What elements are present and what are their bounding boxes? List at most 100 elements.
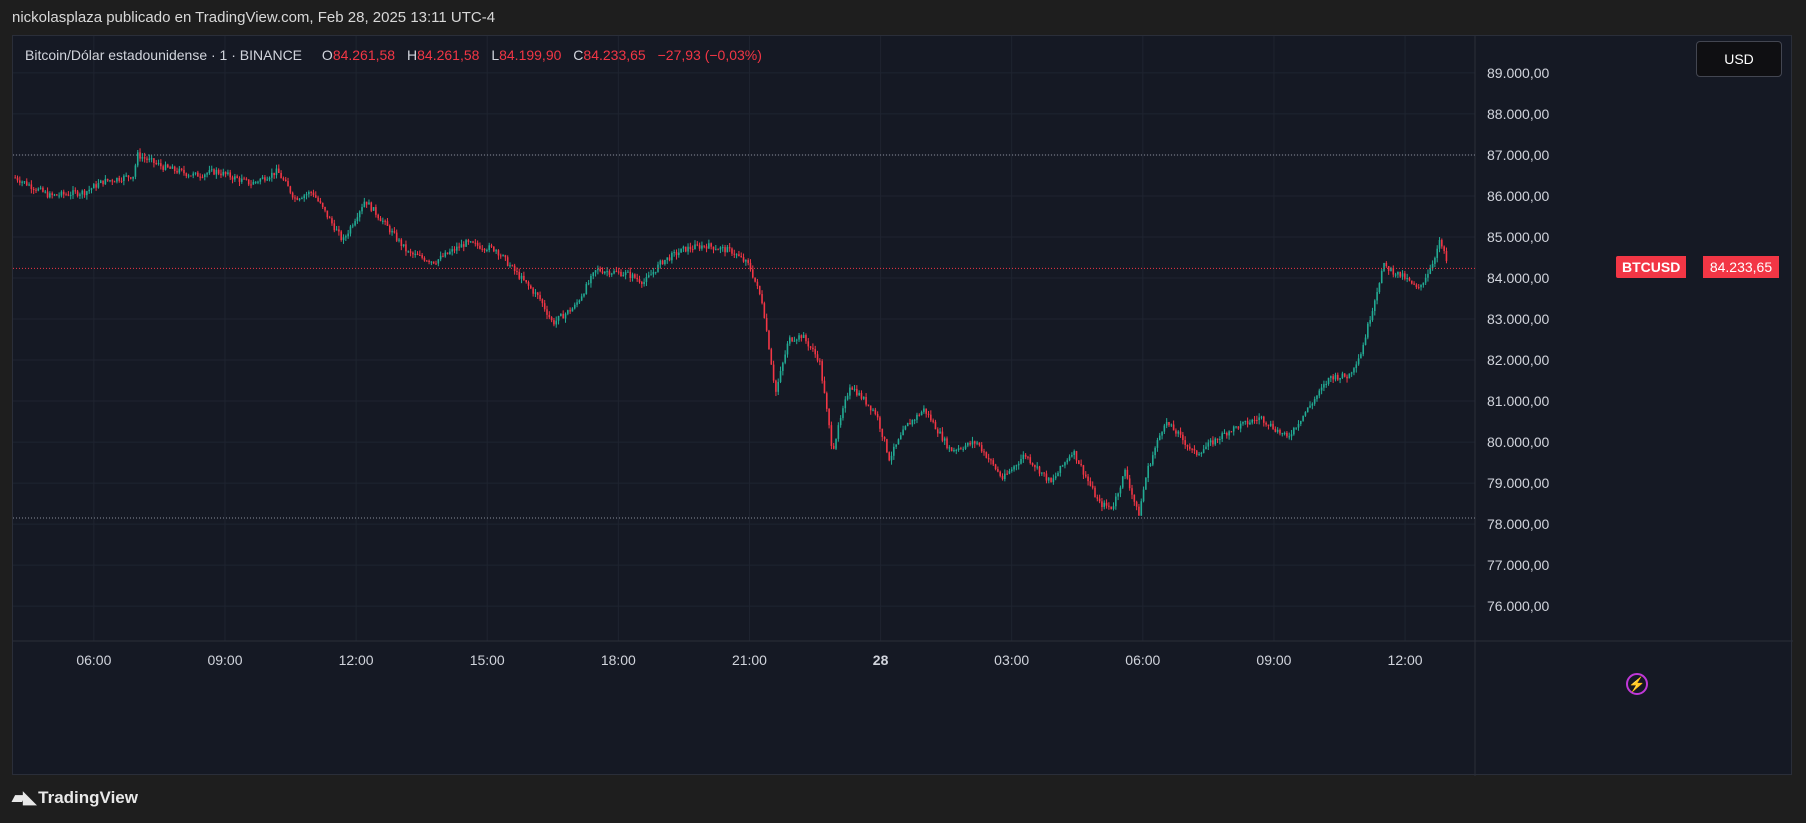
candle-body — [287, 181, 289, 187]
candle-body — [1369, 320, 1371, 324]
candle-body — [569, 310, 571, 312]
candle-body — [904, 426, 907, 430]
candle-body — [1043, 472, 1045, 474]
y-tick-label: 78.000,00 — [1487, 516, 1549, 532]
candle-body — [261, 177, 264, 179]
candle-body — [1073, 451, 1075, 456]
x-tick-label: 09:00 — [207, 652, 242, 668]
candle-body — [449, 251, 451, 254]
candle-body — [1126, 469, 1129, 479]
candle-body — [326, 210, 329, 218]
candle-body — [798, 335, 800, 340]
chart-panel[interactable]: 76.000,00 77.000,00 78.000,00 79.000,00 80.0… — [12, 35, 1793, 776]
candle-body — [67, 194, 70, 196]
lightning-icon[interactable]: ⚡ — [1626, 673, 1648, 695]
candle-body — [1367, 323, 1369, 338]
candle-body — [899, 435, 902, 440]
candle-body — [252, 181, 255, 185]
candle-body — [1223, 432, 1226, 434]
candle-body — [298, 198, 301, 200]
candle-body — [46, 191, 49, 198]
candle-body — [275, 168, 278, 176]
candle-body — [199, 176, 201, 178]
candle-body — [180, 168, 183, 170]
candle-body — [923, 408, 925, 412]
y-tick-label: 88.000,00 — [1487, 106, 1549, 122]
candle-body — [627, 271, 629, 273]
candle-body — [479, 245, 481, 249]
candle-body — [862, 397, 865, 399]
candle-body — [1265, 422, 1267, 425]
candle-body — [1404, 273, 1406, 279]
candle-body — [432, 261, 435, 264]
candle-body — [442, 255, 444, 257]
candle-body — [1101, 501, 1103, 507]
currency-button[interactable]: USD — [1696, 41, 1782, 77]
candle-body — [42, 187, 44, 192]
candle-body — [81, 190, 84, 195]
candle-body — [1290, 434, 1293, 437]
candle-body — [310, 191, 312, 193]
candle-body — [1179, 431, 1182, 435]
candle-body — [1380, 270, 1383, 284]
candle-body — [1348, 373, 1351, 379]
candle-body — [703, 245, 706, 247]
candle-body — [509, 265, 511, 267]
candle-body — [1313, 399, 1316, 404]
candle-body — [1417, 287, 1420, 289]
candle-body — [60, 191, 63, 196]
y-tick-label: 80.000,00 — [1487, 434, 1549, 450]
candle-body — [185, 173, 188, 177]
candle-body — [631, 274, 634, 278]
candle-body — [317, 197, 319, 202]
candle-body — [109, 180, 111, 182]
candle-body — [217, 169, 220, 174]
candle-body — [14, 177, 16, 179]
candle-body — [839, 418, 842, 426]
candle-body — [386, 221, 389, 226]
candle-body — [345, 236, 347, 238]
candle-body — [772, 364, 775, 381]
candle-body — [187, 175, 190, 177]
candle-body — [1269, 423, 1272, 426]
candle-body — [1281, 433, 1284, 435]
candle-body — [1059, 465, 1062, 473]
candle-body — [1020, 458, 1022, 464]
candle-body — [125, 175, 127, 177]
candle-body — [1297, 423, 1300, 428]
candle-body — [638, 279, 641, 283]
candle-body — [731, 248, 733, 254]
y-tick-label: 86.000,00 — [1487, 188, 1549, 204]
footer-brand[interactable]: ▰◣ TradingView — [12, 788, 138, 808]
price-chart[interactable]: 76.000,00 77.000,00 78.000,00 79.000,00 80.0… — [13, 36, 1793, 776]
candle-body — [814, 349, 817, 355]
candle-body — [1121, 476, 1124, 488]
candle-body — [1424, 277, 1427, 283]
candle-body — [654, 271, 657, 273]
candle-body — [1084, 474, 1087, 477]
x-tick-label: 03:00 — [994, 652, 1029, 668]
candle-body — [1262, 416, 1265, 423]
candle-body — [493, 246, 495, 252]
candle-body — [562, 313, 564, 319]
candle-body — [758, 285, 761, 295]
candle-body — [1184, 440, 1186, 445]
candle-body — [97, 183, 100, 188]
candle-body — [684, 246, 687, 252]
candle-body — [893, 446, 895, 456]
candle-body — [118, 177, 121, 181]
candle-body — [370, 202, 373, 211]
candle-body — [668, 257, 671, 261]
candle-body — [32, 189, 35, 191]
candle-body — [506, 257, 509, 266]
candle-body — [1177, 431, 1180, 434]
x-tick-label: 06:00 — [76, 652, 111, 668]
candle-body — [328, 217, 331, 219]
symbol-description[interactable]: Bitcoin/Dólar estadounidense · 1 · BINAN… — [25, 47, 303, 63]
candle-body — [946, 438, 948, 449]
candle-body — [733, 253, 736, 255]
candle-body — [604, 271, 606, 274]
candle-body — [867, 404, 870, 406]
y-tick-label: 77.000,00 — [1487, 557, 1549, 573]
candle-body — [1098, 498, 1101, 502]
